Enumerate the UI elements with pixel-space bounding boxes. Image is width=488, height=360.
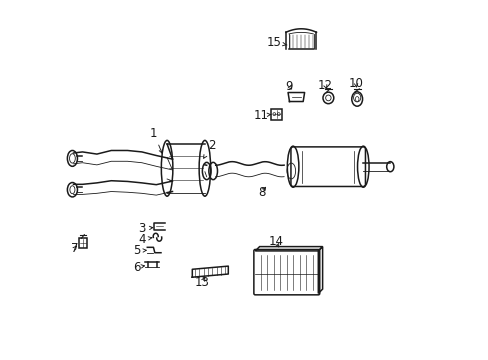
Text: 15: 15 bbox=[266, 36, 286, 49]
Text: 7: 7 bbox=[71, 242, 78, 255]
Text: 10: 10 bbox=[348, 77, 363, 90]
Text: 3: 3 bbox=[138, 222, 152, 235]
Text: 5: 5 bbox=[133, 244, 146, 257]
Text: 9: 9 bbox=[285, 80, 293, 93]
Text: 11: 11 bbox=[253, 109, 270, 122]
Text: 1: 1 bbox=[150, 127, 162, 153]
Text: 6: 6 bbox=[132, 261, 144, 274]
Text: 8: 8 bbox=[258, 186, 265, 199]
Text: 2: 2 bbox=[203, 139, 215, 158]
Bar bbox=[79, 238, 87, 248]
Text: 12: 12 bbox=[317, 79, 332, 92]
Text: 13: 13 bbox=[194, 276, 209, 289]
Bar bbox=[271, 109, 281, 120]
Text: 14: 14 bbox=[268, 235, 283, 248]
Text: 4: 4 bbox=[138, 233, 152, 246]
